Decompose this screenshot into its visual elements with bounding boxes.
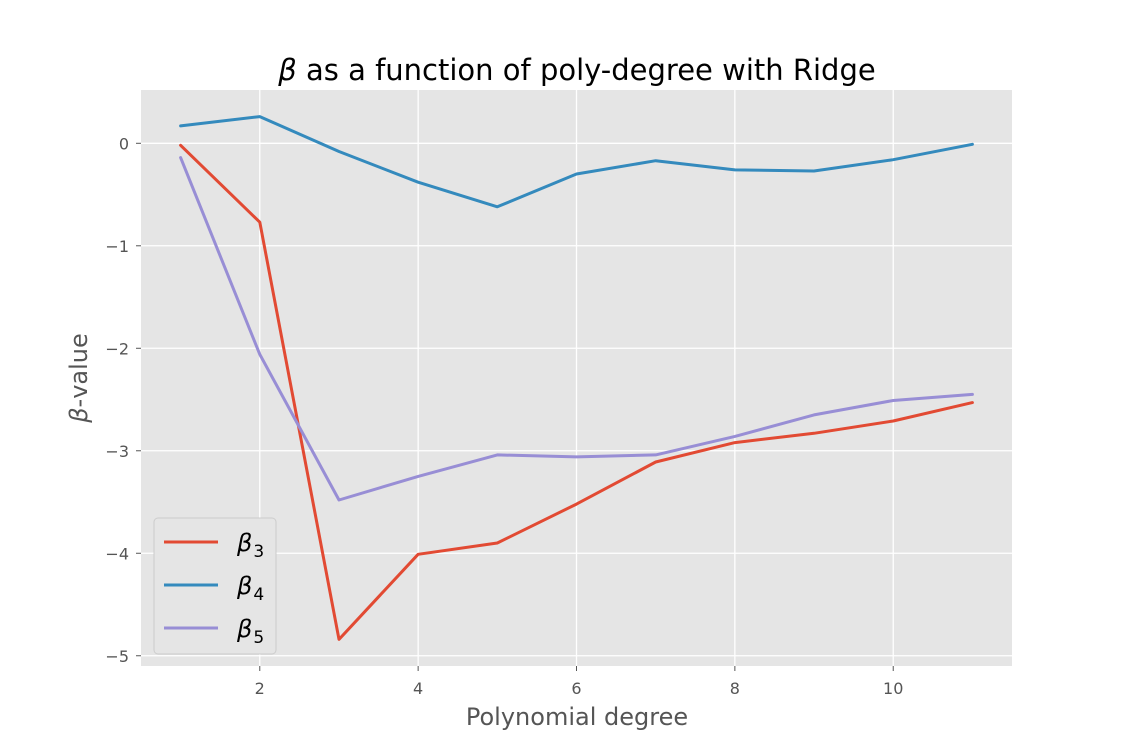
legend-label-beta5: β5 xyxy=(236,615,264,648)
y-tick-label: −1 xyxy=(105,237,129,256)
y-axis-label: β-value xyxy=(65,333,93,424)
series-line-beta5 xyxy=(179,156,974,502)
series-line-beta4 xyxy=(179,115,974,209)
y-tick-label: −3 xyxy=(105,442,129,461)
legend-label-beta3: β3 xyxy=(236,529,264,562)
ylabel-text: -value xyxy=(65,333,93,407)
x-axis-label: Polynomial degree xyxy=(466,703,688,731)
x-tick-label: 4 xyxy=(413,679,423,698)
x-tick-label: 10 xyxy=(883,679,903,698)
legend-symbol: β xyxy=(236,529,252,557)
x-tick-label: 6 xyxy=(571,679,581,698)
ylabel-symbol: β xyxy=(65,407,93,423)
chart-title: β as a function of poly-degree with Ridg… xyxy=(277,53,875,87)
y-tick-label: −2 xyxy=(105,339,129,358)
series-line-beta3 xyxy=(179,143,974,641)
y-tick-label: 0 xyxy=(119,134,129,153)
y-tick-label: −4 xyxy=(105,544,129,563)
grid xyxy=(141,90,1012,666)
legend-symbol: β xyxy=(236,615,252,643)
title-text: as a function of poly-degree with Ridge xyxy=(297,53,876,87)
title-symbol: β xyxy=(277,53,297,87)
series-lines xyxy=(179,115,974,641)
legend-symbol: β xyxy=(236,572,252,600)
x-tick-label: 8 xyxy=(730,679,740,698)
x-tick-label: 2 xyxy=(255,679,265,698)
legend-subscript: 5 xyxy=(253,628,264,648)
y-tick-label: −5 xyxy=(105,647,129,666)
legend-subscript: 4 xyxy=(253,585,264,605)
legend-label-beta4: β4 xyxy=(236,572,264,605)
tick-labels: 2 4 6 8 10 0 −1 −2 −3 −4 −5 xyxy=(105,134,903,698)
legend-subscript: 3 xyxy=(253,542,264,562)
